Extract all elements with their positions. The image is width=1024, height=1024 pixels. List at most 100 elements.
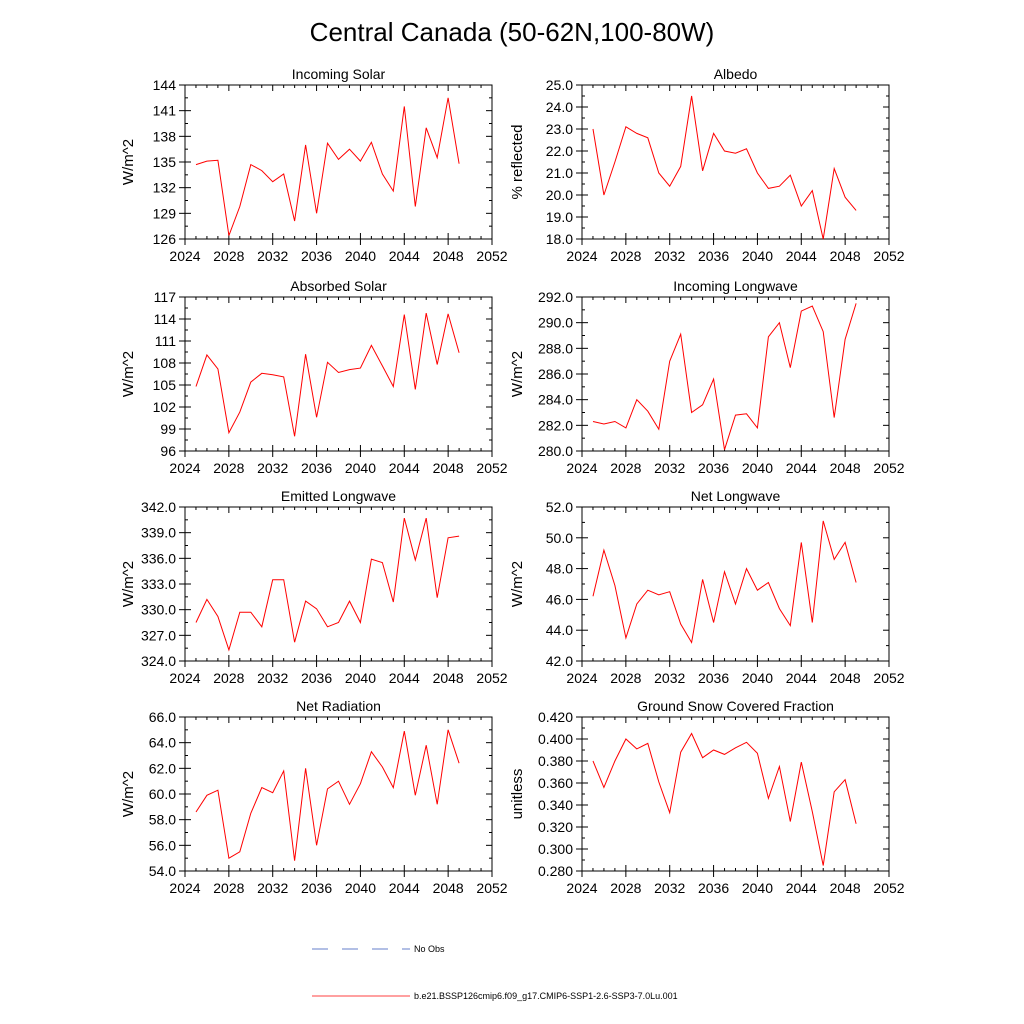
panel-title: Net Longwave <box>691 488 781 504</box>
x-tick-label: 2044 <box>786 248 817 264</box>
x-tick-label: 2048 <box>433 670 464 686</box>
y-tick-label: 44.0 <box>546 622 573 638</box>
y-tick-label: 62.0 <box>149 760 176 776</box>
y-axis-label: W/m^2 <box>120 139 137 185</box>
x-tick-label: 2052 <box>476 460 507 476</box>
series-line <box>195 312 460 437</box>
x-tick-label: 2048 <box>830 248 861 264</box>
x-tick-label: 2024 <box>566 460 597 476</box>
y-tick-label: 129 <box>153 205 177 221</box>
panel-title: Incoming Solar <box>292 66 386 82</box>
legend-label-model: b.e21.BSSP126cmip6.f09_g17.CMIP6-SSP1-2.… <box>414 991 678 1001</box>
y-tick-label: 0.360 <box>538 775 573 791</box>
x-tick-label: 2044 <box>389 460 420 476</box>
y-tick-label: 138 <box>153 128 177 144</box>
y-tick-label: 333.0 <box>141 576 176 592</box>
y-tick-label: 0.280 <box>538 863 573 879</box>
series-line <box>195 97 460 236</box>
y-axis-label: W/m^2 <box>120 771 137 817</box>
panel-title: Absorbed Solar <box>290 278 387 294</box>
y-tick-label: 0.380 <box>538 753 573 769</box>
x-tick-label: 2048 <box>830 880 861 896</box>
y-tick-label: 56.0 <box>149 837 176 853</box>
x-tick-label: 2024 <box>566 880 597 896</box>
y-tick-label: 0.340 <box>538 797 573 813</box>
y-tick-label: 292.0 <box>538 289 573 305</box>
x-tick-label: 2044 <box>786 670 817 686</box>
y-tick-label: 280.0 <box>538 443 573 459</box>
x-tick-label: 2036 <box>698 248 729 264</box>
x-tick-label: 2040 <box>742 880 773 896</box>
x-tick-label: 2048 <box>830 670 861 686</box>
y-tick-label: 336.0 <box>141 550 176 566</box>
y-tick-label: 23.0 <box>546 121 573 137</box>
plot-frame <box>581 506 890 662</box>
x-tick-label: 2028 <box>610 670 641 686</box>
x-tick-label: 2036 <box>301 670 332 686</box>
x-tick-label: 2052 <box>476 880 507 896</box>
x-tick-label: 2044 <box>786 460 817 476</box>
panel-title: Ground Snow Covered Fraction <box>637 698 834 714</box>
x-tick-label: 2036 <box>301 460 332 476</box>
x-tick-label: 2024 <box>169 248 200 264</box>
x-tick-label: 2052 <box>873 670 904 686</box>
panel-4: Emitted Longwave W/m^2 2024 2028 2032 2036 204… <box>120 488 508 686</box>
y-axis-label: W/m^2 <box>509 561 526 607</box>
y-tick-label: 132 <box>153 180 177 196</box>
y-axis-label: % reflected <box>509 124 526 199</box>
y-axis-label: unitless <box>509 769 526 820</box>
x-tick-label: 2040 <box>742 460 773 476</box>
x-tick-label: 2044 <box>389 248 420 264</box>
panel-6: Net Radiation W/m^2 2024 2028 2032 2036 2040 20… <box>120 698 508 896</box>
x-tick-label: 2032 <box>257 460 288 476</box>
y-tick-label: 50.0 <box>546 530 573 546</box>
plot-frame <box>184 506 493 662</box>
y-tick-label: 24.0 <box>546 99 573 115</box>
x-tick-label: 2044 <box>389 670 420 686</box>
y-tick-label: 21.0 <box>546 165 573 181</box>
x-tick-label: 2032 <box>654 460 685 476</box>
x-tick-label: 2052 <box>476 670 507 686</box>
x-tick-label: 2040 <box>345 670 376 686</box>
y-axis-label: W/m^2 <box>120 561 137 607</box>
x-tick-label: 2028 <box>610 460 641 476</box>
panel-1: Albedo % reflected 2024 2028 2032 2036 2040 204… <box>509 66 905 264</box>
y-tick-label: 18.0 <box>546 231 573 247</box>
x-tick-label: 2032 <box>654 670 685 686</box>
y-tick-label: 135 <box>153 154 177 170</box>
x-tick-label: 2036 <box>698 460 729 476</box>
y-tick-label: 96 <box>160 443 176 459</box>
x-tick-label: 2024 <box>169 670 200 686</box>
x-tick-label: 2040 <box>742 248 773 264</box>
figure-title: Central Canada (50-62N,100-80W) <box>310 17 715 47</box>
y-tick-label: 144 <box>153 77 177 93</box>
x-tick-label: 2048 <box>433 248 464 264</box>
x-tick-label: 2040 <box>345 880 376 896</box>
x-tick-label: 2048 <box>830 460 861 476</box>
x-tick-label: 2024 <box>169 460 200 476</box>
x-tick-label: 2052 <box>873 248 904 264</box>
panel-title: Incoming Longwave <box>673 278 798 294</box>
y-tick-label: 114 <box>154 311 177 327</box>
y-tick-label: 102 <box>153 399 177 415</box>
panel-3: Incoming Longwave W/m^2 2024 2028 2032 2036 20… <box>509 278 905 476</box>
y-tick-label: 330.0 <box>141 602 176 618</box>
y-tick-label: 60.0 <box>149 786 176 802</box>
y-tick-label: 54.0 <box>149 863 176 879</box>
y-tick-label: 324.0 <box>141 653 176 669</box>
x-tick-label: 2032 <box>257 670 288 686</box>
x-tick-label: 2044 <box>786 880 817 896</box>
y-tick-label: 0.320 <box>538 819 573 835</box>
x-tick-label: 2040 <box>742 670 773 686</box>
x-tick-label: 2024 <box>566 670 597 686</box>
x-tick-label: 2024 <box>566 248 597 264</box>
y-tick-label: 117 <box>154 289 177 305</box>
x-tick-label: 2048 <box>433 880 464 896</box>
plot-frame <box>581 296 890 452</box>
x-tick-label: 2028 <box>610 880 641 896</box>
y-tick-label: 19.0 <box>546 209 573 225</box>
plot-frame <box>184 716 493 872</box>
y-tick-label: 42.0 <box>546 653 573 669</box>
x-tick-label: 2028 <box>213 248 244 264</box>
y-tick-label: 327.0 <box>141 627 176 643</box>
